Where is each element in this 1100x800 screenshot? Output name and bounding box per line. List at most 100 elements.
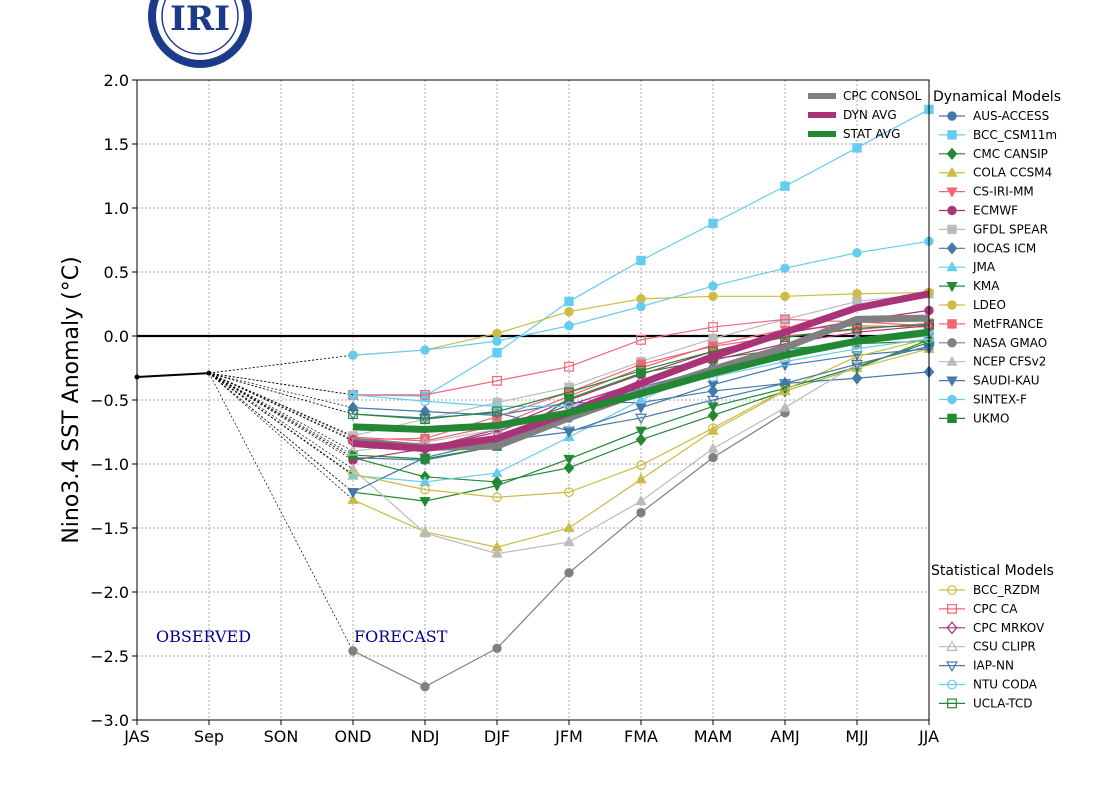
data-point: [708, 218, 718, 229]
series-cola-ccsm4: [208, 342, 935, 552]
data-point: [852, 289, 862, 299]
logo-text: IRI: [170, 0, 230, 39]
connector-line: [208, 372, 354, 470]
data-point: [780, 384, 790, 395]
data-point: [852, 248, 862, 258]
connector-line: [208, 372, 354, 440]
legend-marker: [946, 242, 958, 255]
x-tick-label: JFM: [554, 727, 583, 746]
data-point: [563, 461, 575, 475]
x-tick-label: JJA: [918, 727, 939, 746]
data-point: [564, 487, 574, 498]
data-point: [492, 643, 502, 654]
connector-line: [208, 372, 354, 493]
legend-marker: [947, 413, 957, 424]
legend-label: KMA: [973, 279, 1000, 293]
data-point: [707, 409, 719, 422]
legend-marker: [947, 698, 957, 709]
data-point: [491, 408, 503, 420]
x-tick-label: AMJ: [770, 727, 799, 746]
data-point: [420, 682, 430, 692]
series-kma: [208, 338, 935, 508]
data-point: [492, 347, 502, 358]
y-tick-label: −2.5: [90, 647, 129, 666]
data-point: [492, 492, 502, 503]
forecast-annotation: FORECAST: [354, 627, 448, 646]
legend-label: CMC CANSIP: [973, 147, 1048, 161]
data-point: [348, 409, 358, 419]
data-point: [852, 143, 862, 153]
data-point: [780, 263, 790, 273]
data-point: [635, 403, 647, 414]
legend-label: DYN AVG: [843, 108, 897, 122]
data-point: [348, 389, 358, 400]
y-tick-label: −3.0: [90, 711, 129, 730]
logo-inner-circle: [156, 0, 244, 60]
data-point: [347, 444, 359, 456]
legend-label: SINTEX-F: [973, 393, 1027, 407]
y-tick-label: −0.5: [90, 391, 129, 410]
data-point: [563, 426, 575, 438]
data-point: [780, 314, 790, 325]
legend-marker: [946, 661, 958, 672]
data-point: [419, 527, 431, 538]
connector-line: [208, 372, 354, 396]
data-point: [779, 379, 791, 390]
data-point: [636, 460, 646, 471]
consensus-layer: [352, 290, 930, 453]
legend-marker: [947, 224, 957, 235]
legend-label: CPC CONSOL: [843, 89, 922, 103]
data-point: [564, 387, 574, 398]
legend-label: NTU CODA: [973, 678, 1038, 692]
data-point: [347, 488, 359, 499]
data-point: [348, 646, 358, 656]
legend-label: IOCAS ICM: [973, 241, 1036, 255]
data-point: [492, 375, 502, 386]
legend-label: UKMO: [973, 411, 1009, 425]
legend-label: IAP-NN: [973, 659, 1014, 673]
data-point: [636, 359, 646, 369]
data-point: [635, 495, 647, 506]
data-point: [851, 372, 863, 385]
data-point: [708, 291, 718, 302]
legend: CPC CONSOL DYN AVG STAT AVG Dynamical Model…: [808, 89, 1061, 710]
data-point: [707, 442, 719, 453]
series-nasa-gmao: [208, 372, 790, 692]
legend-marker: [947, 111, 957, 121]
data-point: [564, 296, 574, 307]
x-tick-label: FMA: [624, 727, 658, 746]
data-point: [491, 481, 503, 492]
data-point: [707, 395, 719, 407]
y-tick-label: 0.5: [104, 263, 129, 282]
series-bcc-csm11m: [208, 104, 934, 401]
iri-logo: IRI: [148, 0, 252, 68]
y-tick-label: −2.0: [90, 583, 129, 602]
legend-label: NCEP CFSv2: [973, 355, 1046, 369]
data-point: [492, 336, 502, 346]
consensus-dyn-avg: [352, 290, 930, 453]
y-tick-label: 1.5: [104, 135, 129, 154]
data-point: [636, 255, 646, 266]
data-point: [708, 281, 718, 291]
data-point: [708, 423, 718, 434]
statistical-legend-title: Statistical Models: [931, 563, 1054, 579]
x-tick-label: SON: [264, 727, 299, 746]
connector-line: [208, 372, 354, 442]
data-point: [852, 323, 862, 334]
legend-label: BCC_RZDM: [973, 583, 1040, 597]
legend-marker: [947, 205, 957, 216]
legend-label: CSU CLIPR: [973, 640, 1036, 654]
legend-label: MetFRANCE: [973, 317, 1043, 331]
y-tick-label: 1.0: [104, 199, 129, 218]
data-point: [492, 401, 502, 412]
legend-label: GFDL SPEAR: [973, 222, 1048, 236]
data-point: [851, 359, 863, 371]
data-point: [635, 413, 647, 425]
data-point: [635, 426, 647, 437]
y-tick-label: 2.0: [104, 71, 129, 90]
data-point: [491, 547, 503, 558]
consensus-stat-avg: [352, 328, 930, 433]
data-point: [708, 322, 718, 332]
data-point: [564, 568, 574, 578]
legend-label: JMA: [972, 260, 996, 274]
